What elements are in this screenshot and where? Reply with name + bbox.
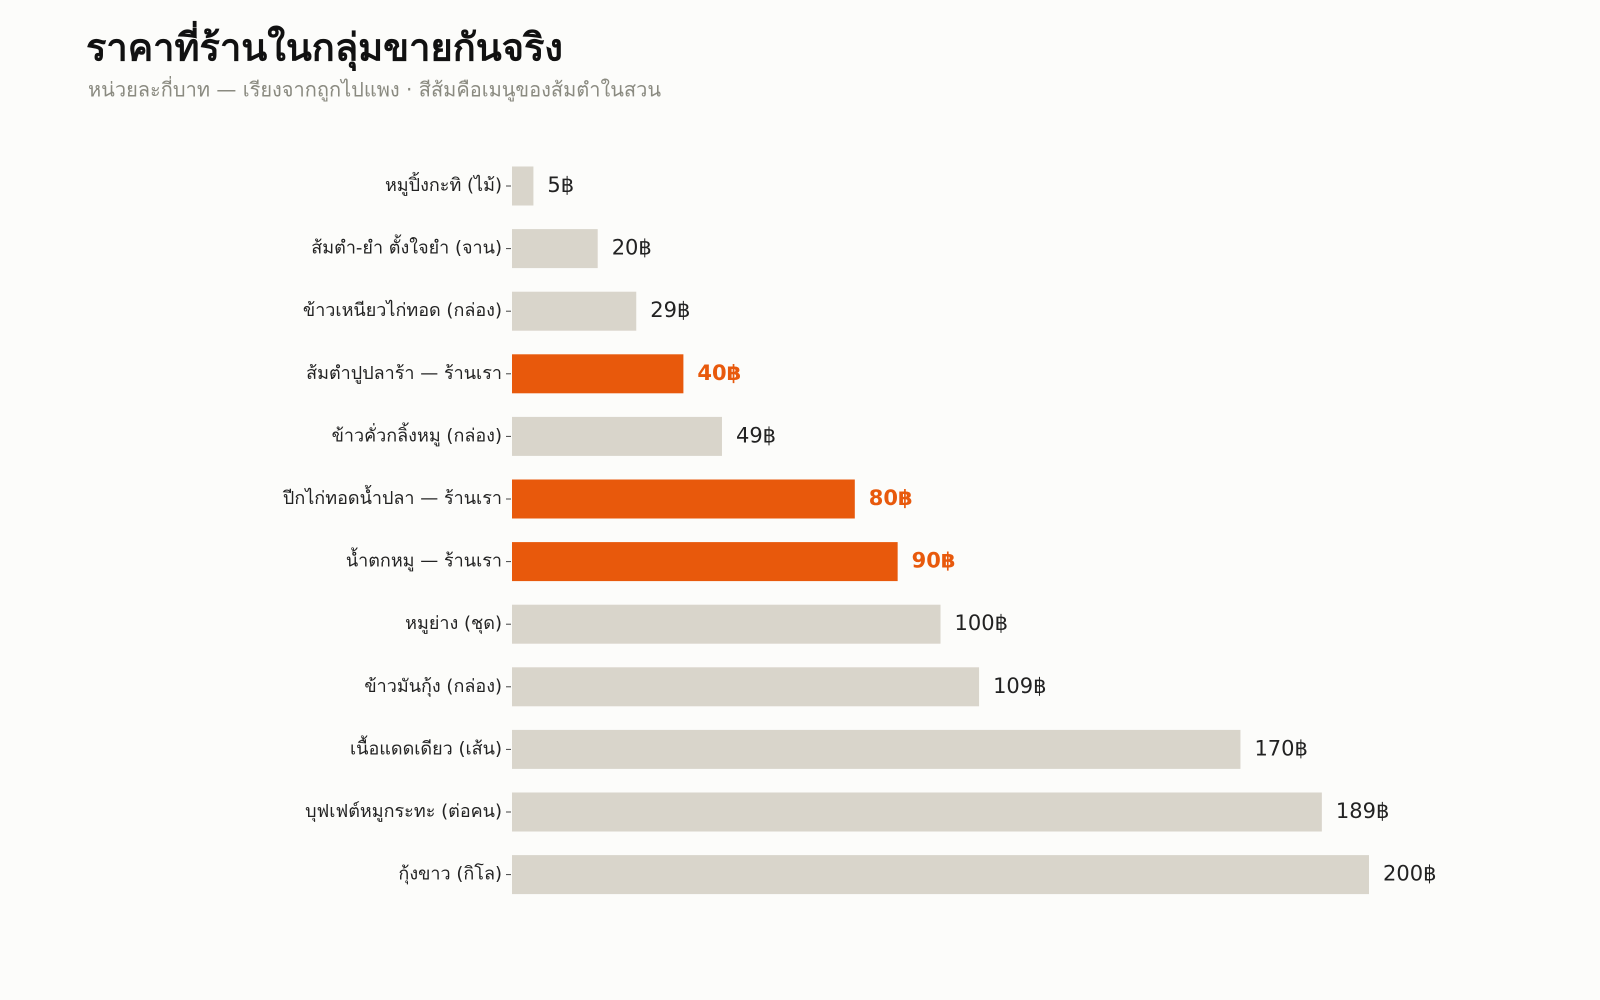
y-tick-label: ข้าวเหนียวไก่ทอด (กล่อง) <box>303 299 502 321</box>
chart-title: ราคาที่ร้านในกลุ่มขายกันจริง <box>86 21 563 72</box>
value-label: 109฿ <box>993 674 1046 698</box>
y-tick-label: กุ้งขาว (กิโล) <box>398 863 502 885</box>
bar <box>512 479 855 519</box>
value-label: 90฿ <box>912 549 956 573</box>
y-tick-label: ปีกไก่ทอดน้ำปลา — ร้านเรา <box>283 485 502 509</box>
y-tick-label: ข้าวมันกุ้ง (กล่อง) <box>364 676 502 697</box>
bar <box>512 792 1322 832</box>
y-tick-label: ส้มตำปูปลาร้า — ร้านเรา <box>306 363 502 384</box>
y-tick-label: ส้มตำ-ยำ ตั้งใจยำ (จาน) <box>311 235 502 259</box>
value-label: 189฿ <box>1336 799 1389 823</box>
value-label: 200฿ <box>1383 862 1436 886</box>
value-label: 20฿ <box>612 236 652 260</box>
bar <box>512 604 941 644</box>
bar <box>512 166 534 206</box>
y-tick-label: น้ำตกหมู — ร้านเรา <box>346 548 502 572</box>
y-tick-label: หมูย่าง (ชุด) <box>405 613 502 634</box>
bar <box>512 667 980 707</box>
chart-subtitle: หน่วยละกี่บาท — เรียงจากถูกไปแพง · สีส้ม… <box>88 76 661 103</box>
value-label: 5฿ <box>547 173 574 197</box>
bar <box>512 229 598 269</box>
y-tick-label: หมูปิ้งกะทิ (ไม้) <box>385 172 502 196</box>
bar <box>512 729 1241 769</box>
value-label: 29฿ <box>650 298 690 322</box>
value-label: 100฿ <box>955 611 1008 635</box>
y-tick-label: บุฟเฟต์หมูกระทะ (ต่อคน) <box>305 801 502 822</box>
y-tick-label: เนื้อแดดเดียว (เส้น) <box>350 735 502 759</box>
bar <box>512 542 898 582</box>
value-label: 40฿ <box>697 361 741 385</box>
bar <box>512 354 684 394</box>
bar <box>512 416 722 456</box>
y-tick-label: ข้าวคั่วกลิ้งหมู (กล่อง) <box>332 422 502 446</box>
value-label: 170฿ <box>1254 736 1307 760</box>
bar <box>512 855 1369 895</box>
value-label: 49฿ <box>736 423 776 447</box>
value-label: 80฿ <box>869 486 913 510</box>
bar <box>512 291 637 331</box>
